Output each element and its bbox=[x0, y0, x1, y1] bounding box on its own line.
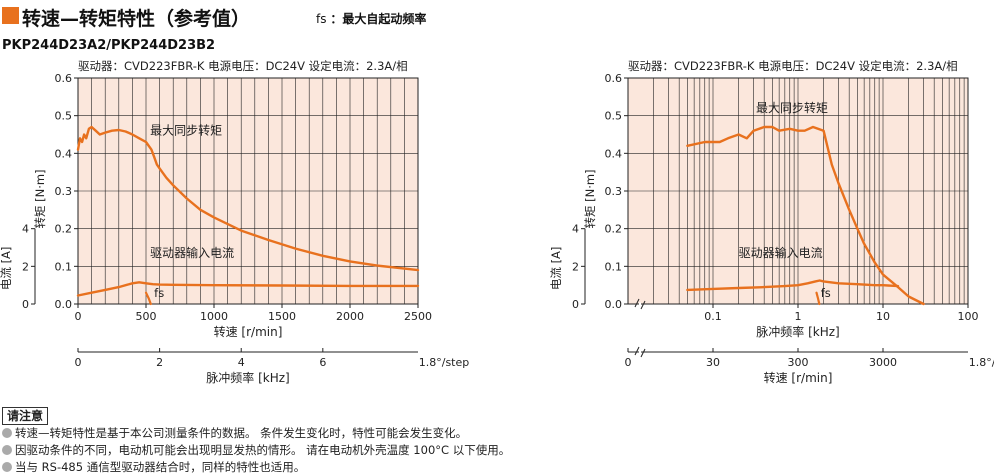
x2-tick-label: 2 bbox=[156, 356, 163, 369]
x-tick-label: 0.1 bbox=[704, 310, 722, 323]
series-line-torque bbox=[76, 125, 420, 272]
note-item: 转速—转矩特性是基于本公司测量条件的数据。 条件发生变化时，特性可能会发生变化。 bbox=[2, 425, 992, 442]
bullet-icon bbox=[2, 428, 12, 438]
y-tick-label: 0.6 bbox=[55, 72, 73, 85]
x2-tick-label: 0 bbox=[625, 356, 632, 369]
x-tick-label: 2500 bbox=[404, 310, 432, 323]
x2-axis-label: 转速 [r/min] bbox=[764, 370, 833, 385]
x2-tick-label: 3000 bbox=[869, 356, 897, 369]
x2-axis-label: 脉冲频率 [kHz] bbox=[206, 370, 289, 385]
y-tick-label: 0.1 bbox=[55, 260, 73, 273]
notes-title: 请注意 bbox=[2, 407, 49, 425]
x2-tick-label: 6 bbox=[319, 356, 326, 369]
x-tick-label: 1000 bbox=[200, 310, 228, 323]
series-line-torque bbox=[686, 125, 925, 306]
y2-tick-label: 0 bbox=[22, 298, 29, 311]
y-tick-label: 0.0 bbox=[55, 298, 73, 311]
fs-symbol: fs bbox=[316, 12, 327, 26]
series-line-fs bbox=[144, 291, 152, 306]
series-label-current: 驱动器输入电流 bbox=[739, 245, 823, 260]
y2-tick-label: 0 bbox=[572, 298, 579, 311]
y-tick-label: 0.5 bbox=[55, 110, 73, 123]
bullet-icon bbox=[2, 462, 12, 472]
header: 转速—转矩特性（参考值） fs ：最大自起动频率 bbox=[0, 4, 994, 30]
y-tick-label: 0.3 bbox=[605, 185, 623, 198]
axis-break-mark bbox=[634, 298, 646, 310]
y-tick-label: 0.5 bbox=[605, 110, 623, 123]
fs-description: ：最大自起动频率 bbox=[330, 12, 427, 26]
y2-tick-label: 2 bbox=[22, 260, 29, 273]
series-label-fs: fs bbox=[154, 286, 164, 300]
axis-break-gap bbox=[639, 350, 641, 354]
x-axis-label: 转速 [r/min] bbox=[214, 324, 283, 339]
chart-condition: 驱动器：CVD223FBR-K 电源电压：DC24V 设定电流：2.3A/相 bbox=[78, 59, 408, 73]
x-tick-label: 500 bbox=[136, 310, 157, 323]
y-tick-label: 0.2 bbox=[55, 223, 73, 236]
y-axis-label: 转矩 [N·m] bbox=[583, 169, 597, 228]
y2-tick-label: 2 bbox=[572, 260, 579, 273]
series-line-fs bbox=[815, 291, 821, 306]
y-tick-label: 0.4 bbox=[605, 147, 623, 160]
title-marker-icon bbox=[2, 7, 19, 24]
axis-break-mark bbox=[634, 346, 646, 358]
series-label-current: 驱动器输入电流 bbox=[150, 245, 234, 260]
series-line-current bbox=[76, 281, 420, 297]
y-tick-label: 0.0 bbox=[605, 298, 623, 311]
y2-axis-label: 电流 [A] bbox=[0, 247, 13, 291]
chart-condition: 驱动器：CVD223FBR-K 电源电压：DC24V 设定电流：2.3A/相 bbox=[628, 59, 958, 73]
series-label-torque: 最大同步转矩 bbox=[150, 123, 222, 138]
x-tick-label: 2000 bbox=[336, 310, 364, 323]
x-tick-label: 1 bbox=[795, 310, 802, 323]
model-name: PKP244D23A2/PKP244D23B2 bbox=[2, 38, 216, 53]
y-tick-label: 0.3 bbox=[55, 185, 73, 198]
x-axis-label: 脉冲频率 [kHz] bbox=[756, 324, 839, 339]
y-tick-label: 0.6 bbox=[605, 72, 623, 85]
x2-step-label: 1.8°/step bbox=[969, 356, 994, 369]
series-line-current bbox=[686, 279, 900, 292]
y-axis-label: 转矩 [N·m] bbox=[33, 169, 47, 228]
notes-section: 请注意 转速—转矩特性是基于本公司测量条件的数据。 条件发生变化时，特性可能会发… bbox=[2, 405, 992, 476]
x-tick-label: 10 bbox=[876, 310, 890, 323]
charts-canvas: 驱动器：CVD223FBR-K 电源电压：DC24V 设定电流：2.3A/相 0.… bbox=[0, 59, 994, 385]
x2-step-label: 1.8°/step bbox=[419, 356, 470, 369]
series-label-fs: fs bbox=[821, 286, 831, 300]
x-tick-label: 1500 bbox=[268, 310, 296, 323]
x2-tick-label: 4 bbox=[238, 356, 245, 369]
x2-tick-label: 0 bbox=[75, 356, 82, 369]
note-item: 当与 RS-485 通信型驱动器结合时，同样的特性也适用。 bbox=[2, 459, 992, 476]
bullet-icon bbox=[2, 445, 12, 455]
series-label-torque: 最大同步转矩 bbox=[756, 100, 828, 115]
axis-break-gap bbox=[639, 302, 641, 306]
x-tick-label: 100 bbox=[958, 310, 979, 323]
y2-axis-label: 电流 [A] bbox=[549, 247, 563, 291]
page-title: 转速—转矩特性（参考值） bbox=[22, 8, 251, 30]
note-item: 因驱动条件的不同，电动机可能会出现明显发热的情形。 请在电动机外壳温度 100°… bbox=[2, 442, 992, 459]
x2-tick-label: 30 bbox=[706, 356, 720, 369]
y-tick-label: 0.2 bbox=[605, 223, 623, 236]
fs-note: fs ：最大自起动频率 bbox=[316, 10, 426, 27]
y2-tick-label: 4 bbox=[22, 223, 29, 236]
y-tick-label: 0.1 bbox=[605, 260, 623, 273]
y2-tick-label: 4 bbox=[572, 223, 579, 236]
y-tick-label: 0.4 bbox=[55, 147, 73, 160]
x2-tick-label: 300 bbox=[788, 356, 809, 369]
x-tick-label: 0 bbox=[75, 310, 82, 323]
